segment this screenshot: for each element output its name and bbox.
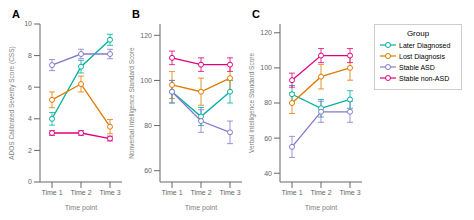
svg-text:Time 3: Time 3: [99, 189, 120, 196]
html-text:Stable non-ASD: Stable non-ASD: [399, 74, 450, 82]
svg-text:120: 120: [260, 29, 272, 36]
html-text:Later Diagnosed: Later Diagnosed: [399, 41, 451, 49]
svg-text:100: 100: [260, 64, 272, 71]
svg-text:Nonverbal Intelligence Standar: Nonverbal Intelligence Standard Score: [128, 47, 136, 159]
svg-text:80: 80: [264, 99, 272, 106]
svg-text:ADOS Calibrated Severity Score: ADOS Calibrated Severity Score (CSS): [8, 46, 16, 159]
svg-text:2: 2: [28, 147, 32, 154]
svg-text:80: 80: [144, 122, 152, 129]
svg-text:Time point: Time point: [305, 204, 337, 212]
html-text:Group: Group: [406, 29, 430, 38]
html-text:A: A: [12, 8, 20, 20]
svg-text:120: 120: [140, 32, 152, 39]
svg-text:0: 0: [28, 178, 32, 185]
svg-text:Time 2: Time 2: [310, 189, 331, 196]
svg-text:Time 1: Time 1: [161, 189, 182, 196]
svg-text:10: 10: [24, 20, 32, 27]
svg-text:Time point: Time point: [65, 204, 97, 212]
svg-text:Time 1: Time 1: [281, 189, 302, 196]
html-text:Lost Diagnosis: Lost Diagnosis: [399, 52, 445, 60]
html-text:Stable ASD: Stable ASD: [399, 63, 435, 71]
svg-text:6: 6: [28, 84, 32, 91]
svg-text:100: 100: [140, 77, 152, 84]
svg-text:Time 1: Time 1: [41, 189, 62, 196]
html-text:B: B: [132, 8, 140, 20]
svg-text:Time 3: Time 3: [339, 189, 360, 196]
svg-text:Time 3: Time 3: [219, 189, 240, 196]
svg-text:60: 60: [264, 135, 272, 142]
html-text:C: C: [252, 8, 260, 20]
svg-text:40: 40: [264, 170, 272, 177]
svg-text:60: 60: [144, 167, 152, 174]
svg-text:Verbal Intelligence Standard S: Verbal Intelligence Standard Score: [248, 53, 256, 153]
svg-text:8: 8: [28, 52, 32, 59]
svg-text:4: 4: [28, 115, 32, 122]
svg-text:Time 2: Time 2: [70, 189, 91, 196]
svg-text:Time point: Time point: [185, 204, 217, 212]
svg-text:Time 2: Time 2: [190, 189, 211, 196]
